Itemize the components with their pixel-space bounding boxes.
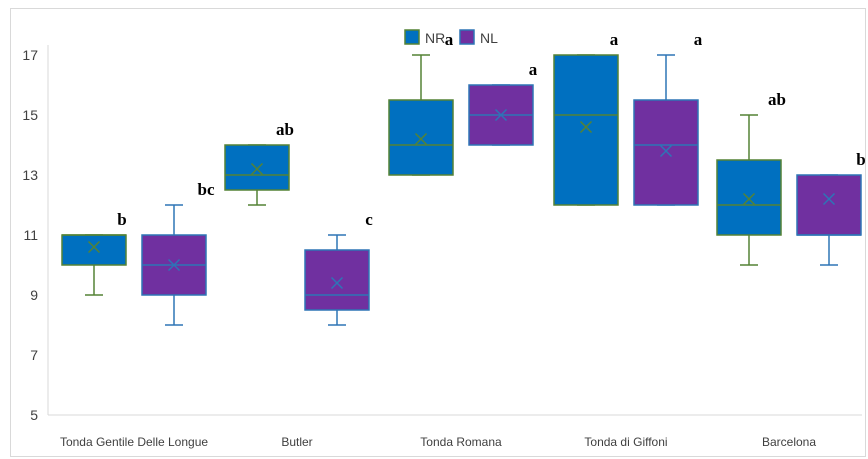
box-nr <box>61 234 127 266</box>
legend-label-nl: NL <box>480 30 498 46</box>
box-nl <box>304 249 370 311</box>
significance-label: b <box>856 150 865 169</box>
mean-marker <box>822 192 836 206</box>
legend-swatch-nl <box>459 29 475 45</box>
mean-marker <box>87 240 101 254</box>
y-tick-label: 15 <box>22 107 38 123</box>
mean-marker <box>330 276 344 290</box>
category-label: Tonda di Giffoni <box>584 435 667 449</box>
y-tick-label: 13 <box>22 167 38 183</box>
y-tick-label: 17 <box>22 47 38 63</box>
legend-label-nr: NR <box>425 30 445 46</box>
category-label: Tonda Gentile Delle Longue <box>60 435 208 449</box>
category-label: Butler <box>281 435 312 449</box>
y-tick-label: 7 <box>30 347 38 363</box>
box-nr <box>716 159 782 236</box>
mean-marker <box>414 132 428 146</box>
significance-label: ab <box>768 90 786 109</box>
mean-marker <box>494 108 508 122</box>
mean-marker <box>742 192 756 206</box>
mean-marker <box>579 120 593 134</box>
y-tick-label: 9 <box>30 287 38 303</box>
significance-label: ab <box>276 120 294 139</box>
significance-label: a <box>610 30 619 49</box>
legend-swatch-nr <box>404 29 420 45</box>
category-label: Barcelona <box>762 435 816 449</box>
box-nr <box>553 54 619 206</box>
significance-label: bc <box>198 180 215 199</box>
category-label: Tonda Romana <box>420 435 502 449</box>
mean-marker <box>250 162 264 176</box>
y-tick-label: 11 <box>23 227 38 243</box>
box-nr <box>388 99 454 176</box>
significance-label: a <box>529 60 538 79</box>
significance-label: c <box>365 210 373 229</box>
y-tick-label: 5 <box>30 407 38 423</box>
box-nr <box>224 144 290 191</box>
box-nl <box>633 99 699 206</box>
significance-label: a <box>694 30 703 49</box>
mean-marker <box>659 144 673 158</box>
box-nl <box>796 174 862 236</box>
significance-label: a <box>445 30 454 49</box>
significance-label: b <box>117 210 126 229</box>
mean-marker <box>167 258 181 272</box>
